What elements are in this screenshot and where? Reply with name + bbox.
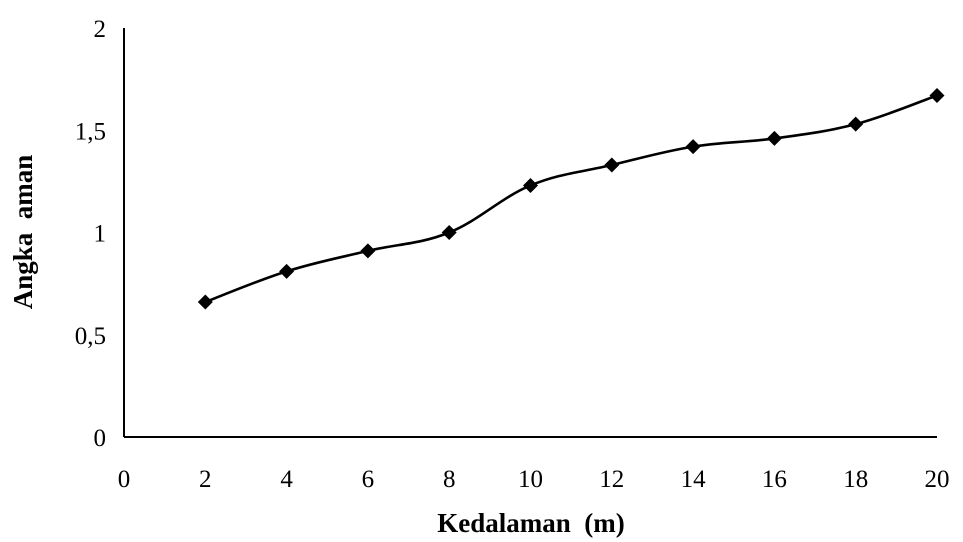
data-point-marker <box>604 157 620 173</box>
data-point-marker <box>929 87 945 103</box>
x-tick-label: 0 <box>118 466 131 493</box>
data-point-marker <box>766 130 782 146</box>
data-point-marker <box>523 177 538 193</box>
x-tick-label: 20 <box>925 466 950 493</box>
x-tick-label: 2 <box>199 466 212 493</box>
series-line <box>204 94 938 304</box>
data-point-marker <box>360 243 376 259</box>
x-tick-labels: 0 2 4 6 8 10 12 14 16 18 20 <box>118 466 950 493</box>
data-point-marker <box>848 116 864 132</box>
y-axis-title: Angka aman <box>8 155 38 310</box>
x-tick-label: 18 <box>843 466 868 493</box>
series-group <box>197 87 945 310</box>
data-point-marker <box>279 263 295 279</box>
y-tick-label: 1,5 <box>75 118 106 145</box>
x-tick-label: 6 <box>362 466 375 493</box>
data-point-marker <box>197 294 213 310</box>
x-axis-title: Kedalaman (m) <box>437 508 624 538</box>
x-tick-label: 8 <box>443 466 456 493</box>
chart-axes <box>123 28 937 438</box>
y-tick-label: 2 <box>94 16 107 43</box>
x-tick-label: 10 <box>518 466 543 493</box>
data-point-marker <box>685 139 701 155</box>
x-tick-label: 12 <box>599 466 624 493</box>
x-tick-label: 14 <box>681 466 707 493</box>
y-tick-label: 0 <box>94 425 107 452</box>
y-tick-label: 0,5 <box>75 323 106 350</box>
x-tick-label: 4 <box>280 466 293 493</box>
x-tick-label: 16 <box>762 466 787 493</box>
data-point-marker <box>441 225 457 240</box>
y-tick-label: 1 <box>94 221 107 248</box>
y-tick-labels: 0 0,5 1 1,5 2 <box>75 16 106 452</box>
